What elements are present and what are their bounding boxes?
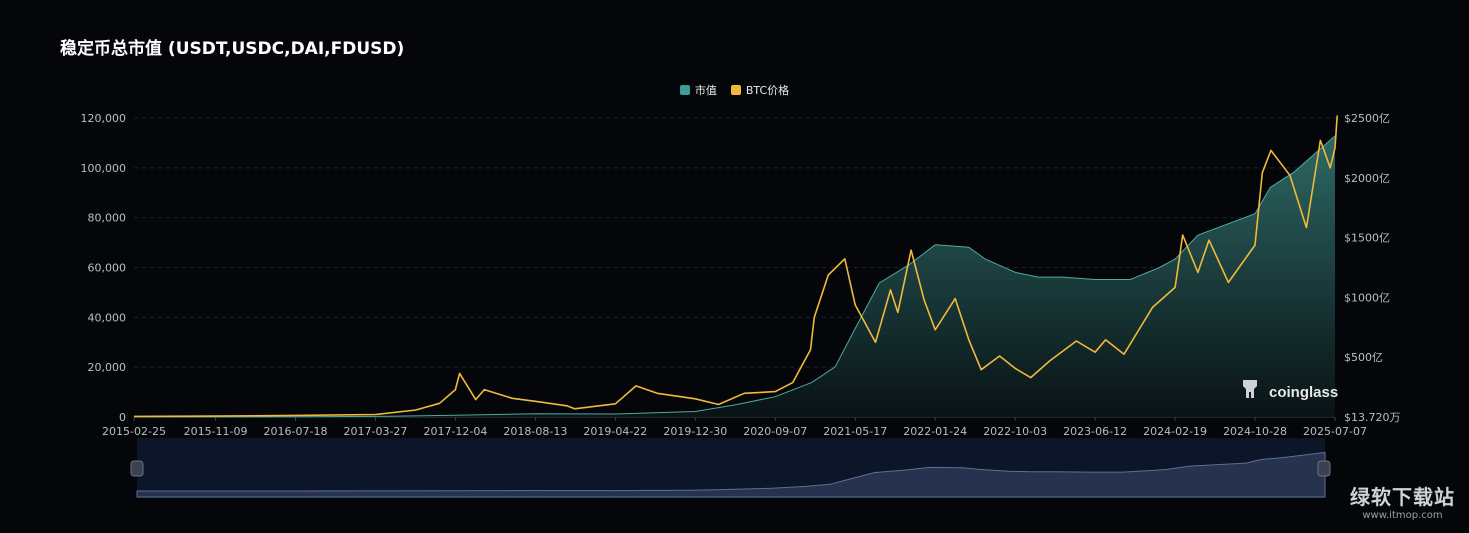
watermark-sub: www.itmop.com <box>1362 510 1443 521</box>
x-axis-tick-label: 2024-02-19 <box>1143 425 1207 438</box>
x-axis-tick-label: 2022-10-03 <box>983 425 1047 438</box>
x-axis-tick-label: 2025-07-07 <box>1303 425 1367 438</box>
right-axis-tick-label: $2000亿 <box>1344 172 1390 185</box>
legend-item-btc-price[interactable]: BTC价格 <box>730 82 790 98</box>
legend-swatch-market-cap <box>679 85 690 95</box>
x-axis: 2015-02-25 2015-11-09 2016-07-18 2017-03-27… <box>102 417 1367 438</box>
x-axis-tick-label: 2018-08-13 <box>503 425 567 438</box>
right-axis-tick-label: $500亿 <box>1344 351 1383 364</box>
x-axis-tick-label: 2017-03-27 <box>344 425 408 438</box>
right-axis-tick-label: $1500亿 <box>1344 232 1390 245</box>
btc-price-line <box>133 115 1338 418</box>
left-axis: 0 20,000 40,000 60,000 80,000 100,000 120,000 <box>81 112 127 424</box>
coinglass-logo: coinglass <box>1243 380 1338 401</box>
navigator-right-handle[interactable] <box>1317 460 1331 477</box>
left-axis-tick-label: 100,000 <box>81 162 127 175</box>
legend-swatch-btc-price <box>730 85 741 95</box>
left-axis-tick-label: 20,000 <box>88 361 127 374</box>
left-axis-tick-label: 0 <box>119 411 126 424</box>
left-axis-tick-label: 40,000 <box>88 311 127 324</box>
site-watermark: 绿软下载站 www.itmop.com <box>1350 481 1455 521</box>
legend-item-market-cap[interactable]: 市值 <box>679 82 717 98</box>
market-cap-area <box>134 135 1335 417</box>
navigator-area <box>136 451 1326 498</box>
x-axis-tick-label: 2015-02-25 <box>102 425 166 438</box>
coinglass-mark-icon <box>1243 380 1257 398</box>
navigator-left-handle[interactable] <box>130 460 144 477</box>
chart-title: 稳定币总市值 (USDT,USDC,DAI,FDUSD) <box>60 39 405 59</box>
x-axis-tick-label: 2015-11-09 <box>184 425 248 438</box>
x-axis-tick-label: 2023-06-12 <box>1063 425 1127 438</box>
right-axis-tick-label: $1000亿 <box>1344 291 1390 304</box>
legend-label-btc-price: BTC价格 <box>745 84 790 97</box>
x-axis-tick-label: 2021-05-17 <box>823 425 887 438</box>
left-axis-tick-label: 60,000 <box>88 262 127 275</box>
x-axis-tick-label: 2020-09-07 <box>743 425 807 438</box>
market-cap-line <box>133 135 1336 418</box>
watermark-main: 绿软下载站 <box>1350 485 1455 509</box>
right-axis-tick-label: $2500亿 <box>1344 112 1390 125</box>
legend: 市值 BTC价格 <box>0 82 1469 98</box>
x-axis-tick-label: 2017-12-04 <box>423 425 487 438</box>
x-axis-tick-label: 2024-10-28 <box>1223 425 1287 438</box>
left-axis-tick-label: 80,000 <box>88 212 127 225</box>
right-axis: $13.720万 $500亿 $1000亿 $1500亿 $2000亿 $2500亿 <box>1344 112 1401 424</box>
right-axis-tick-label: $13.720万 <box>1344 411 1401 424</box>
x-axis-tick-label: 2022-01-24 <box>903 425 967 438</box>
x-axis-tick-label: 2016-07-18 <box>264 425 328 438</box>
coinglass-logo-text: coinglass <box>1269 384 1338 401</box>
zoom-navigator[interactable] <box>130 438 1331 498</box>
legend-label-market-cap: 市值 <box>694 84 717 97</box>
left-axis-tick-label: 120,000 <box>81 112 127 125</box>
x-axis-tick-label: 2019-12-30 <box>663 425 727 438</box>
x-axis-tick-label: 2019-04-22 <box>583 425 647 438</box>
